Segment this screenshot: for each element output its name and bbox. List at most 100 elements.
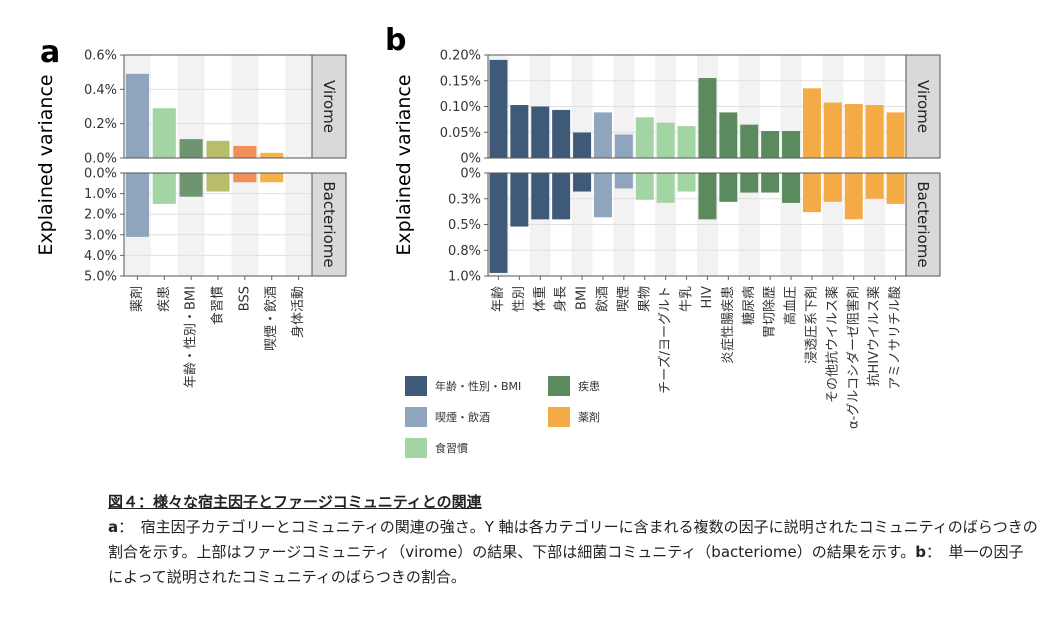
y-axis-label: Explained variance [393, 74, 415, 255]
bacteriome-bar [761, 173, 780, 193]
virome-strip-label: Virome [914, 80, 932, 133]
x-tick-label: BSS [237, 286, 252, 311]
legend-label: 喫煙・飲酒 [435, 410, 490, 424]
virome-tick-label: 0% [460, 152, 481, 167]
bacteriome-bar [677, 173, 696, 192]
virome-bar [740, 124, 759, 158]
x-tick-label: チーズ/ヨーグルト [657, 286, 673, 394]
legend-label: 疾患 [578, 379, 600, 393]
virome-bar [844, 104, 863, 158]
legend-swatch [548, 407, 570, 427]
virome-tick-label: 0.2% [84, 117, 117, 132]
virome-bar [573, 132, 592, 158]
bacteriome-tick-label: 3.0% [84, 228, 117, 243]
caption-b-label: b [915, 543, 926, 561]
x-tick-label: 喫煙 [616, 286, 631, 312]
x-tick-label: 牛乳 [679, 286, 694, 312]
x-tick-label: 喫煙・飲酒 [263, 286, 279, 351]
virome-bar [179, 139, 203, 158]
bacteriome-bar [179, 173, 203, 197]
bacteriome-tick-label: 2.0% [84, 208, 117, 223]
virome-tick-label: 0.20% [440, 49, 481, 64]
bacteriome-bar [206, 173, 230, 192]
bacteriome-bar [593, 173, 612, 218]
x-tick-label: 抗HIVウイルス薬 [867, 286, 882, 387]
caption-a-text: ： 宿主因子カテゴリーとコミュニティの関連の強さ。Y 軸は各カテゴリーに含まれる… [108, 518, 1038, 561]
legend-label: 年齢・性別・BMI [435, 379, 521, 393]
bacteriome-tick-label: 0.0% [84, 167, 117, 182]
bacteriome-bar [740, 173, 759, 193]
virome-bar [125, 73, 149, 158]
bacteriome-stripe [231, 173, 259, 276]
x-tick-label: 年齢 [491, 286, 506, 312]
bacteriome-bar [531, 173, 550, 220]
bacteriome-strip-label: Bacteriome [320, 181, 338, 267]
bacteriome-bar [489, 173, 508, 273]
virome-bar [865, 105, 884, 158]
virome-bar [698, 78, 717, 158]
bacteriome-bar [656, 173, 675, 203]
x-tick-label: 身体活動 [290, 286, 306, 338]
caption-b-text: ： 単一の因子によって説明されたコミュニティのばらつきの割合。 [108, 543, 1024, 586]
virome-stripe [285, 55, 312, 158]
virome-bar [510, 105, 529, 158]
bacteriome-tick-label: 0.3% [448, 192, 481, 207]
legend-label: 食習慣 [435, 441, 468, 455]
bacteriome-bar [614, 173, 633, 189]
bacteriome-bar [823, 173, 842, 202]
virome-bar [531, 106, 550, 158]
x-tick-label: BMI [575, 286, 590, 310]
x-tick-label: 食習慣 [210, 286, 226, 325]
x-tick-label: 胃切除歴 [763, 286, 778, 338]
x-tick-label: 身長 [553, 286, 569, 312]
bacteriome-bar [844, 173, 863, 220]
bacteriome-bar [802, 173, 821, 213]
legend-swatch [405, 407, 427, 427]
virome-tick-label: 0.6% [84, 49, 117, 64]
virome-bar [656, 122, 675, 158]
virome-bar [677, 126, 696, 158]
x-tick-label: 体重 [532, 286, 548, 312]
bacteriome-bar [152, 173, 176, 204]
virome-bar [489, 59, 508, 158]
virome-bar [886, 112, 905, 158]
bacteriome-strip [905, 172, 941, 277]
bacteriome-bar [510, 173, 529, 227]
bacteriome-tick-label: 5.0% [84, 270, 117, 285]
x-tick-label: 炎症性腸疾患 [721, 286, 736, 364]
legend-swatch [548, 376, 570, 396]
virome-bar [152, 108, 176, 158]
bacteriome-strip [311, 172, 347, 277]
bacteriome-bar [719, 173, 738, 202]
bacteriome-bar [886, 173, 905, 204]
bacteriome-bar [260, 173, 284, 183]
virome-strip-label: Virome [320, 80, 338, 133]
bacteriome-tick-label: 1.0% [448, 270, 481, 285]
bacteriome-bar [125, 173, 149, 237]
bacteriome-tick-label: 0% [460, 167, 481, 182]
virome-stripe [231, 55, 259, 158]
virome-tick-label: 0.15% [440, 74, 481, 89]
bacteriome-bar [635, 173, 654, 200]
x-tick-label: 年齢・性別・BMI [184, 286, 199, 388]
bacteriome-bar [698, 173, 717, 220]
bacteriome-bar [573, 173, 592, 192]
virome-bar [782, 131, 801, 158]
bacteriome-tick-label: 1.0% [84, 187, 117, 202]
virome-bar [260, 152, 284, 158]
bacteriome-stripe [285, 173, 312, 276]
virome-bar [719, 112, 738, 158]
x-tick-label: その他抗ウイルス薬 [825, 286, 840, 403]
legend-swatch [405, 376, 427, 396]
y-axis-label: Explained variance [35, 74, 57, 255]
virome-bar [233, 145, 257, 158]
virome-bar [552, 109, 571, 158]
x-tick-label: 薬剤 [129, 286, 145, 312]
panel-letter: a [40, 35, 60, 70]
bacteriome-bar [782, 173, 801, 203]
x-tick-label: 高血圧 [783, 286, 799, 325]
x-tick-label: 飲酒 [594, 286, 610, 312]
bacteriome-bar [233, 173, 257, 183]
virome-bar [206, 140, 230, 158]
x-tick-label: 性別 [512, 286, 527, 312]
